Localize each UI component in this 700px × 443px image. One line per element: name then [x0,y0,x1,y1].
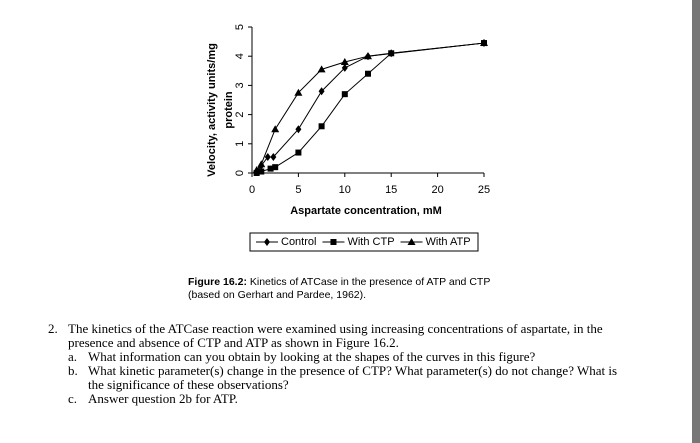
y-tick-label: 0 [234,170,246,176]
item-label: c. [68,391,78,406]
marker [295,149,302,156]
marker [264,152,271,161]
marker [407,238,416,245]
question-item: b. What kinetic parameter(s) change in th… [68,364,628,392]
question-text: The kinetics of the ATCase reaction were… [68,321,603,350]
legend-label: Control [281,236,316,248]
marker [252,166,261,174]
x-tick-label: 10 [339,184,351,196]
legend-label: With CTP [347,236,394,248]
question-number: 2. [48,321,58,336]
y-tick-label: 2 [234,112,246,118]
chart: 0 1 2 3 4 5 0 5 10 15 20 25 Aspartate concentration,… [206,24,490,252]
question: 2. The kinetics of the ATCase reaction we… [48,322,628,406]
series-line [256,42,485,172]
marker [270,152,277,161]
caption-label: Figure 16.2: [188,276,247,288]
marker [317,65,326,73]
series-line [256,42,485,171]
series-line [256,42,485,174]
marker [294,88,303,96]
marker [318,87,325,96]
marker [341,63,348,72]
y-tick-label: 3 [234,82,246,88]
x-tick-label: 5 [295,184,301,196]
item-text: What information can you obtain by looki… [88,349,536,364]
edge-strip [692,0,700,443]
marker [264,238,270,246]
marker [330,239,337,245]
marker [364,52,372,60]
marker [258,168,265,175]
x-tick-label: 25 [478,184,490,196]
item-text: What kinetic parameter(s) change in the … [88,363,618,392]
question-item: c. Answer question 2b for ATP. [68,392,628,406]
marker [340,58,349,66]
marker [257,160,266,168]
y-tick-label: 1 [234,141,246,147]
x-tick-label: 0 [249,184,255,196]
marker [480,39,488,47]
question-item: a. What information can you obtain by loo… [68,350,628,364]
figure-caption: Figure 16.2: Kinetics of ATCase in the p… [188,276,508,302]
y-tick-label: 4 [234,53,246,59]
item-text: Answer question 2b for ATP. [88,391,238,406]
marker [272,164,279,171]
question-items: a. What information can you obtain by loo… [68,350,628,406]
x-axis-label: Aspartate concentration, mM [290,205,442,217]
marker [295,125,302,134]
caption-text: Kinetics of ATCase in the presence of AT… [188,276,491,301]
y-tick-label: 5 [234,24,246,30]
item-label: a. [68,349,78,364]
marker [318,123,325,130]
x-tick-label: 20 [431,184,443,196]
legend-label: With ATP [426,236,471,248]
marker [365,70,371,77]
marker [267,165,274,172]
x-tick-label: 15 [385,184,397,196]
marker [341,91,348,98]
item-label: b. [68,363,78,378]
question-row: 2. The kinetics of the ATCase reaction we… [48,322,628,350]
marker [271,125,280,133]
legend-box [249,232,479,252]
y-axis-label: Velocity, activity units/mg [206,43,218,177]
y-axis-label: protein [223,91,235,129]
